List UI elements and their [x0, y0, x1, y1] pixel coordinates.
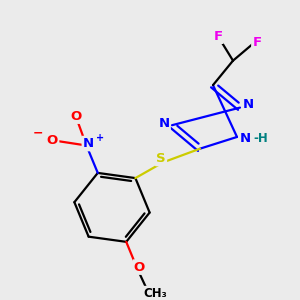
Text: N: N	[83, 137, 94, 150]
Text: -H: -H	[254, 132, 268, 146]
Text: O: O	[134, 261, 145, 274]
Text: S: S	[156, 152, 166, 165]
Text: F: F	[252, 36, 262, 49]
Text: N: N	[158, 117, 169, 130]
Text: F: F	[213, 30, 223, 43]
Text: O: O	[47, 134, 58, 147]
Text: O: O	[71, 110, 82, 123]
Text: N: N	[239, 132, 250, 146]
Text: +: +	[96, 133, 104, 143]
Text: −: −	[33, 126, 44, 139]
Text: N: N	[242, 98, 253, 111]
Text: CH₃: CH₃	[144, 287, 167, 300]
